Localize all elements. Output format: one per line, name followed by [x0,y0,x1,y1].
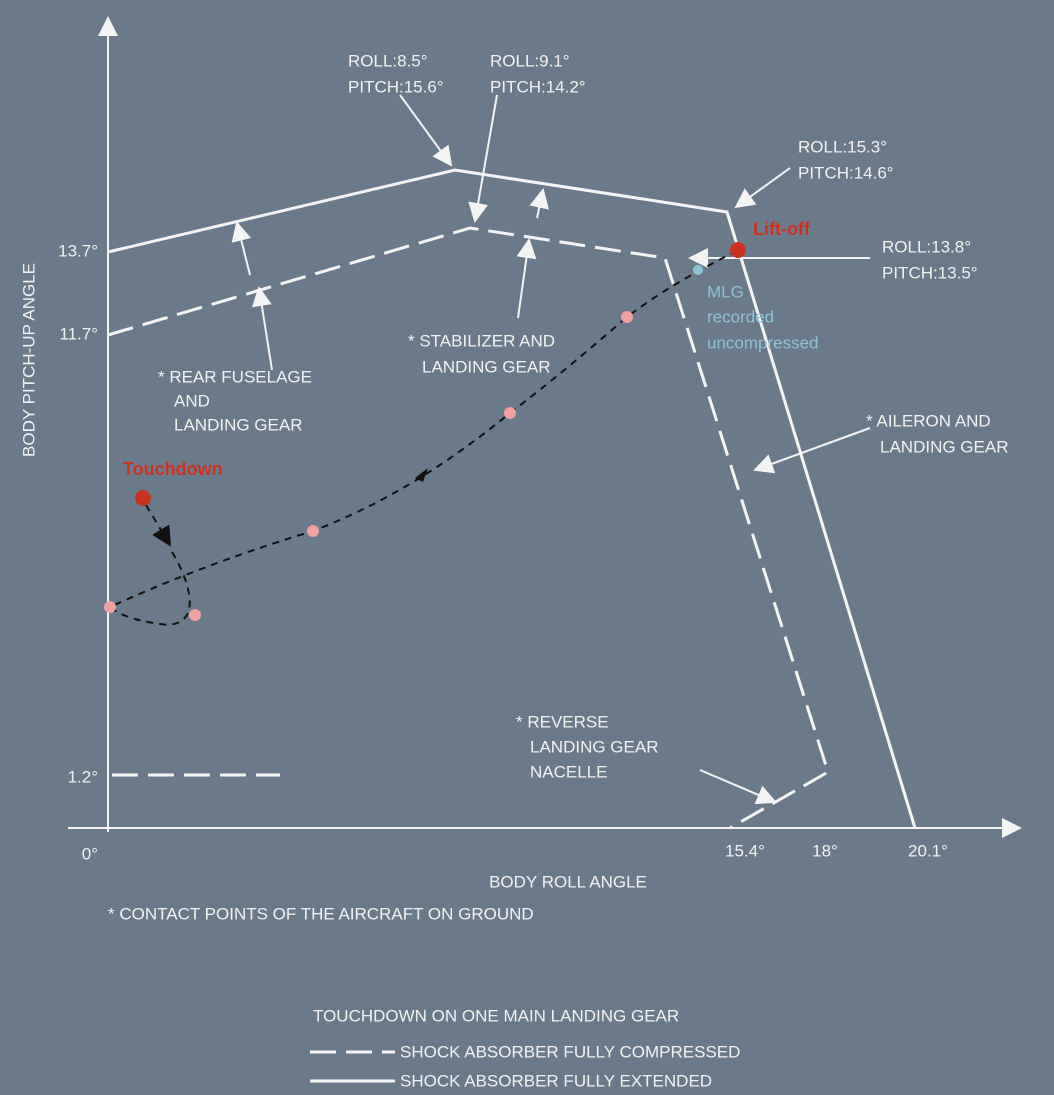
annotation: PITCH:13.5° [882,263,978,282]
arrow [251,286,273,371]
mlg-label: recorded [707,307,774,326]
lift-off-point [730,242,746,258]
legend-item: SHOCK ABSORBER FULLY EXTENDED [400,1071,712,1090]
lift-off-label: Lift-off [753,219,811,239]
x-axis-label: BODY ROLL ANGLE [489,872,647,891]
mlg-label: uncompressed [707,333,819,352]
touchdown-point [135,490,151,506]
contact-label: * AILERON AND [866,411,991,430]
legend-item: SHOCK ABSORBER FULLY COMPRESSED [400,1042,740,1061]
y-tick: 1.2° [68,767,98,786]
contact-label: AND [174,391,210,410]
footnote: * CONTACT POINTS OF THE AIRCRAFT ON GROU… [108,904,534,923]
annotation: PITCH:15.6° [348,77,444,96]
point [189,609,201,621]
point [104,601,116,613]
arrow [529,188,550,219]
extended-envelope [107,168,917,829]
arrow [699,769,777,805]
annotation: PITCH:14.6° [798,163,894,182]
arrow [399,94,453,167]
annotation: PITCH:14.2° [490,77,586,96]
annotation: ROLL:9.1° [490,51,570,70]
trajectory [145,504,172,547]
mlg-point [693,265,703,275]
contact-label: LANDING GEAR [174,415,302,434]
contact-label: LANDING GEAR [880,437,1008,456]
arrow [231,221,252,276]
arrow [734,167,791,209]
point [621,311,633,323]
contact-label: * STABILIZER AND [408,331,555,350]
contact-label: LANDING GEAR [422,357,550,376]
trajectory [108,249,739,626]
legend-title: TOUCHDOWN ON ONE MAIN LANDING GEAR [313,1006,679,1025]
trajectory-arrow [415,468,428,482]
x-tick: 18° [812,841,838,860]
y-axis-label: BODY PITCH-UP ANGLE [19,263,38,457]
annotation: ROLL:8.5° [348,51,428,70]
arrow [468,94,498,223]
annotation: ROLL:13.8° [882,237,971,256]
x-tick: 15.4° [725,841,765,860]
y-tick: 11.7° [59,324,98,343]
mlg-label: MLG [707,282,744,301]
arrow [516,238,537,319]
y-tick: 0° [82,844,98,863]
point [307,525,319,537]
y-tick: 13.7° [58,241,98,260]
x-tick: 20.1° [908,841,948,860]
contact-label: * REVERSE [516,712,609,731]
contact-label: * REAR FUSELAGE [158,367,312,386]
contact-label: LANDING GEAR [530,737,658,756]
touchdown-label: Touchdown [123,459,223,479]
annotation: ROLL:15.3° [798,137,887,156]
contact-label: NACELLE [530,762,607,781]
arrow [753,427,871,474]
point [504,407,516,419]
